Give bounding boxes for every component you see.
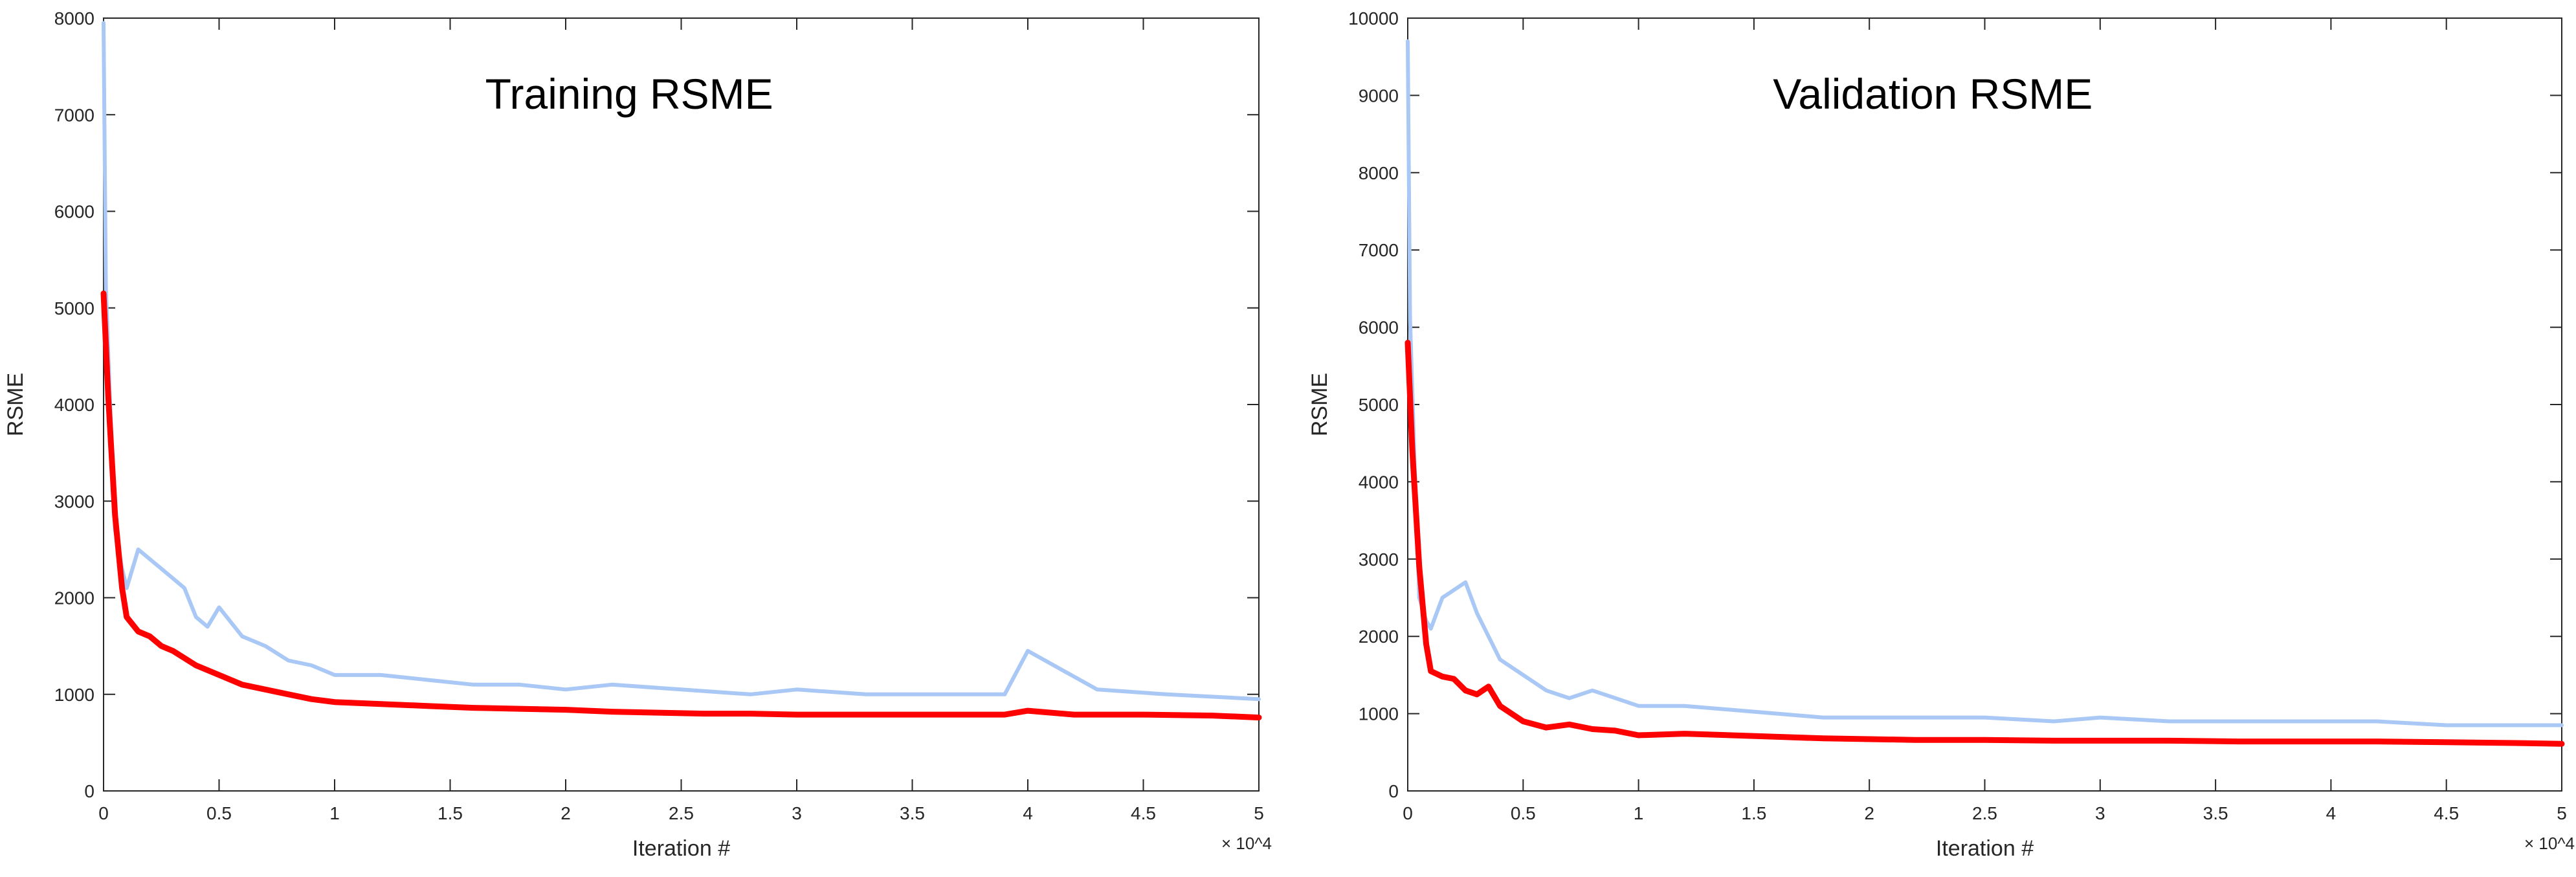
chart1-y-tick-label: 8000: [54, 8, 94, 28]
chart1-y-tick-label: 3000: [54, 491, 94, 511]
chart2-x-tick-label: 3: [2095, 803, 2105, 823]
chart2-x-tick-label: 1.5: [1741, 803, 1766, 823]
chart1-x-exponent-label: × 10^4: [1221, 834, 1272, 853]
chart2-y-tick-label: 3000: [1359, 550, 1399, 570]
chart1-series-raw-line: [102, 21, 1261, 702]
chart2-x-tick-label: 4: [2326, 803, 2337, 823]
chart2-y-tick-label: 4000: [1359, 472, 1399, 492]
chart1-y-tick-label: 7000: [54, 105, 94, 125]
chart2-x-exponent-label: × 10^4: [2524, 834, 2575, 853]
chart1-x-tick-label: 2.5: [669, 803, 694, 823]
chart2-series-smoothed-line: [1405, 340, 2565, 747]
chart1-y-axis-label: RSME: [3, 373, 28, 436]
chart2-x-tick-label: 4.5: [2434, 803, 2459, 823]
chart2-y-tick-label: 1000: [1359, 704, 1399, 724]
chart2-y-tick-label: 0: [1388, 781, 1399, 801]
chart1-x-tick-label: 0.5: [206, 803, 232, 823]
chart2-series-raw-line: [1406, 39, 2564, 727]
chart1-x-axis-label: Iteration #: [632, 836, 730, 861]
chart1-x-tick-label: 4: [1023, 803, 1033, 823]
chart2-x-tick-label: 2.5: [1972, 803, 1997, 823]
chart2-title: Validation RSME: [1773, 70, 2093, 118]
chart2-x-tick-label: 2: [1864, 803, 1874, 823]
chart1-x-tick-label: 0: [98, 803, 109, 823]
chart1-y-tick-label: 4000: [54, 395, 94, 415]
chart2-y-axis-label: RSME: [1307, 373, 1332, 436]
chart2-x-tick-label: 5: [2557, 803, 2567, 823]
chart1-x-tick-label: 2: [561, 803, 571, 823]
chart2-y-tick-label: 9000: [1359, 85, 1399, 105]
chart1-series-smoothed-line: [100, 290, 1262, 721]
chart1-y-tick-label: 0: [84, 781, 94, 801]
chart1-y-tick-label: 5000: [54, 298, 94, 318]
chart1-x-tick-label: 4.5: [1131, 803, 1156, 823]
chart2-y-tick-label: 2000: [1359, 627, 1399, 647]
chart2-y-tick-label: 8000: [1359, 163, 1399, 183]
chart1-title: Training RSME: [485, 70, 773, 118]
chart1-x-tick-label: 5: [1254, 803, 1264, 823]
chart1-x-tick-label: 1: [329, 803, 340, 823]
chart2-x-axis-label: Iteration #: [1936, 836, 2034, 861]
chart2-x-tick-label: 1: [1634, 803, 1644, 823]
chart2-x-tick-label: 0.5: [1511, 803, 1536, 823]
chart2-y-tick-label: 10000: [1348, 8, 1399, 28]
chart1-x-tick-label: 3: [792, 803, 802, 823]
chart1-plot-area: [103, 17, 1260, 792]
chart2-x-tick-label: 3.5: [2203, 803, 2228, 823]
chart2-x-tick-label: 0: [1403, 803, 1413, 823]
chart2-plot-area: [1407, 17, 2562, 792]
chart1-x-tick-label: 3.5: [900, 803, 925, 823]
chart2-y-tick-label: 5000: [1359, 395, 1399, 415]
chart1-x-tick-label: 1.5: [438, 803, 463, 823]
chart1-y-tick-label: 6000: [54, 202, 94, 222]
chart2-y-tick-label: 6000: [1359, 318, 1399, 338]
chart1-y-tick-label: 2000: [54, 588, 94, 608]
chart1-y-tick-label: 1000: [54, 685, 94, 705]
chart2-y-tick-label: 7000: [1359, 240, 1399, 260]
